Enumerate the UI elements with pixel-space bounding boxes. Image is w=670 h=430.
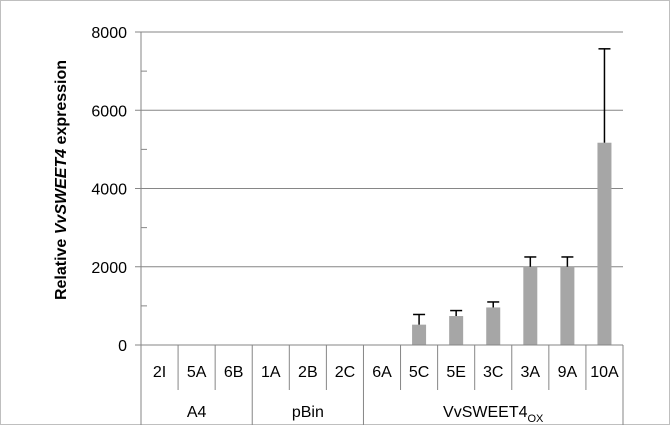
bar-10A — [597, 142, 612, 345]
gridlines — [141, 31, 623, 268]
x-tick-label: 2I — [153, 364, 166, 381]
x-tick-label: 9A — [558, 364, 578, 381]
y-axis-label: Relative VvSWEET4 expression — [53, 60, 70, 300]
bar-3C — [486, 307, 501, 345]
x-tick-label: 5E — [446, 364, 466, 381]
bar-5C — [412, 324, 427, 345]
bar-3A — [523, 266, 538, 345]
x-tick-label: 5A — [187, 364, 207, 381]
bar-9A — [560, 266, 575, 345]
error-bars — [413, 48, 611, 325]
bar-5E — [449, 316, 464, 345]
x-axis-groups: A4 pBin VvSWEET4OX — [187, 390, 624, 425]
y-tick-label: 4000 — [91, 182, 127, 199]
x-tick-label: 1A — [261, 364, 281, 381]
y-tick-label: 6000 — [91, 103, 127, 120]
group-label: A4 — [187, 404, 207, 421]
y-tick-label: 0 — [118, 338, 127, 355]
y-tick-label: 8000 — [91, 25, 127, 42]
x-tick-label: 2C — [335, 364, 355, 381]
x-tick-label: 3C — [483, 364, 503, 381]
y-axis-ticks: 0 2000 4000 6000 8000 — [91, 25, 147, 355]
x-tick-label: 3A — [521, 364, 541, 381]
y-axis-label-gene: VvSWEET4 — [53, 149, 70, 234]
x-tick-label: 10A — [590, 364, 619, 381]
y-tick-label: 2000 — [91, 260, 127, 277]
group-label: pBin — [292, 404, 324, 421]
x-axis-categories: 2I 5A 6B 1A 2B 2C 6A 5C 5E 3C 3A 9A 10A — [140, 345, 624, 425]
x-tick-label: 6A — [372, 364, 392, 381]
x-tick-label: 2B — [298, 364, 318, 381]
group-label: VvSWEET4OX — [443, 404, 544, 425]
y-axis-label-pre: Relative — [53, 234, 70, 300]
x-tick-label: 6B — [224, 364, 244, 381]
y-axis-label-post: expression — [53, 60, 70, 149]
x-tick-label: 5C — [409, 364, 429, 381]
bars — [412, 142, 612, 345]
